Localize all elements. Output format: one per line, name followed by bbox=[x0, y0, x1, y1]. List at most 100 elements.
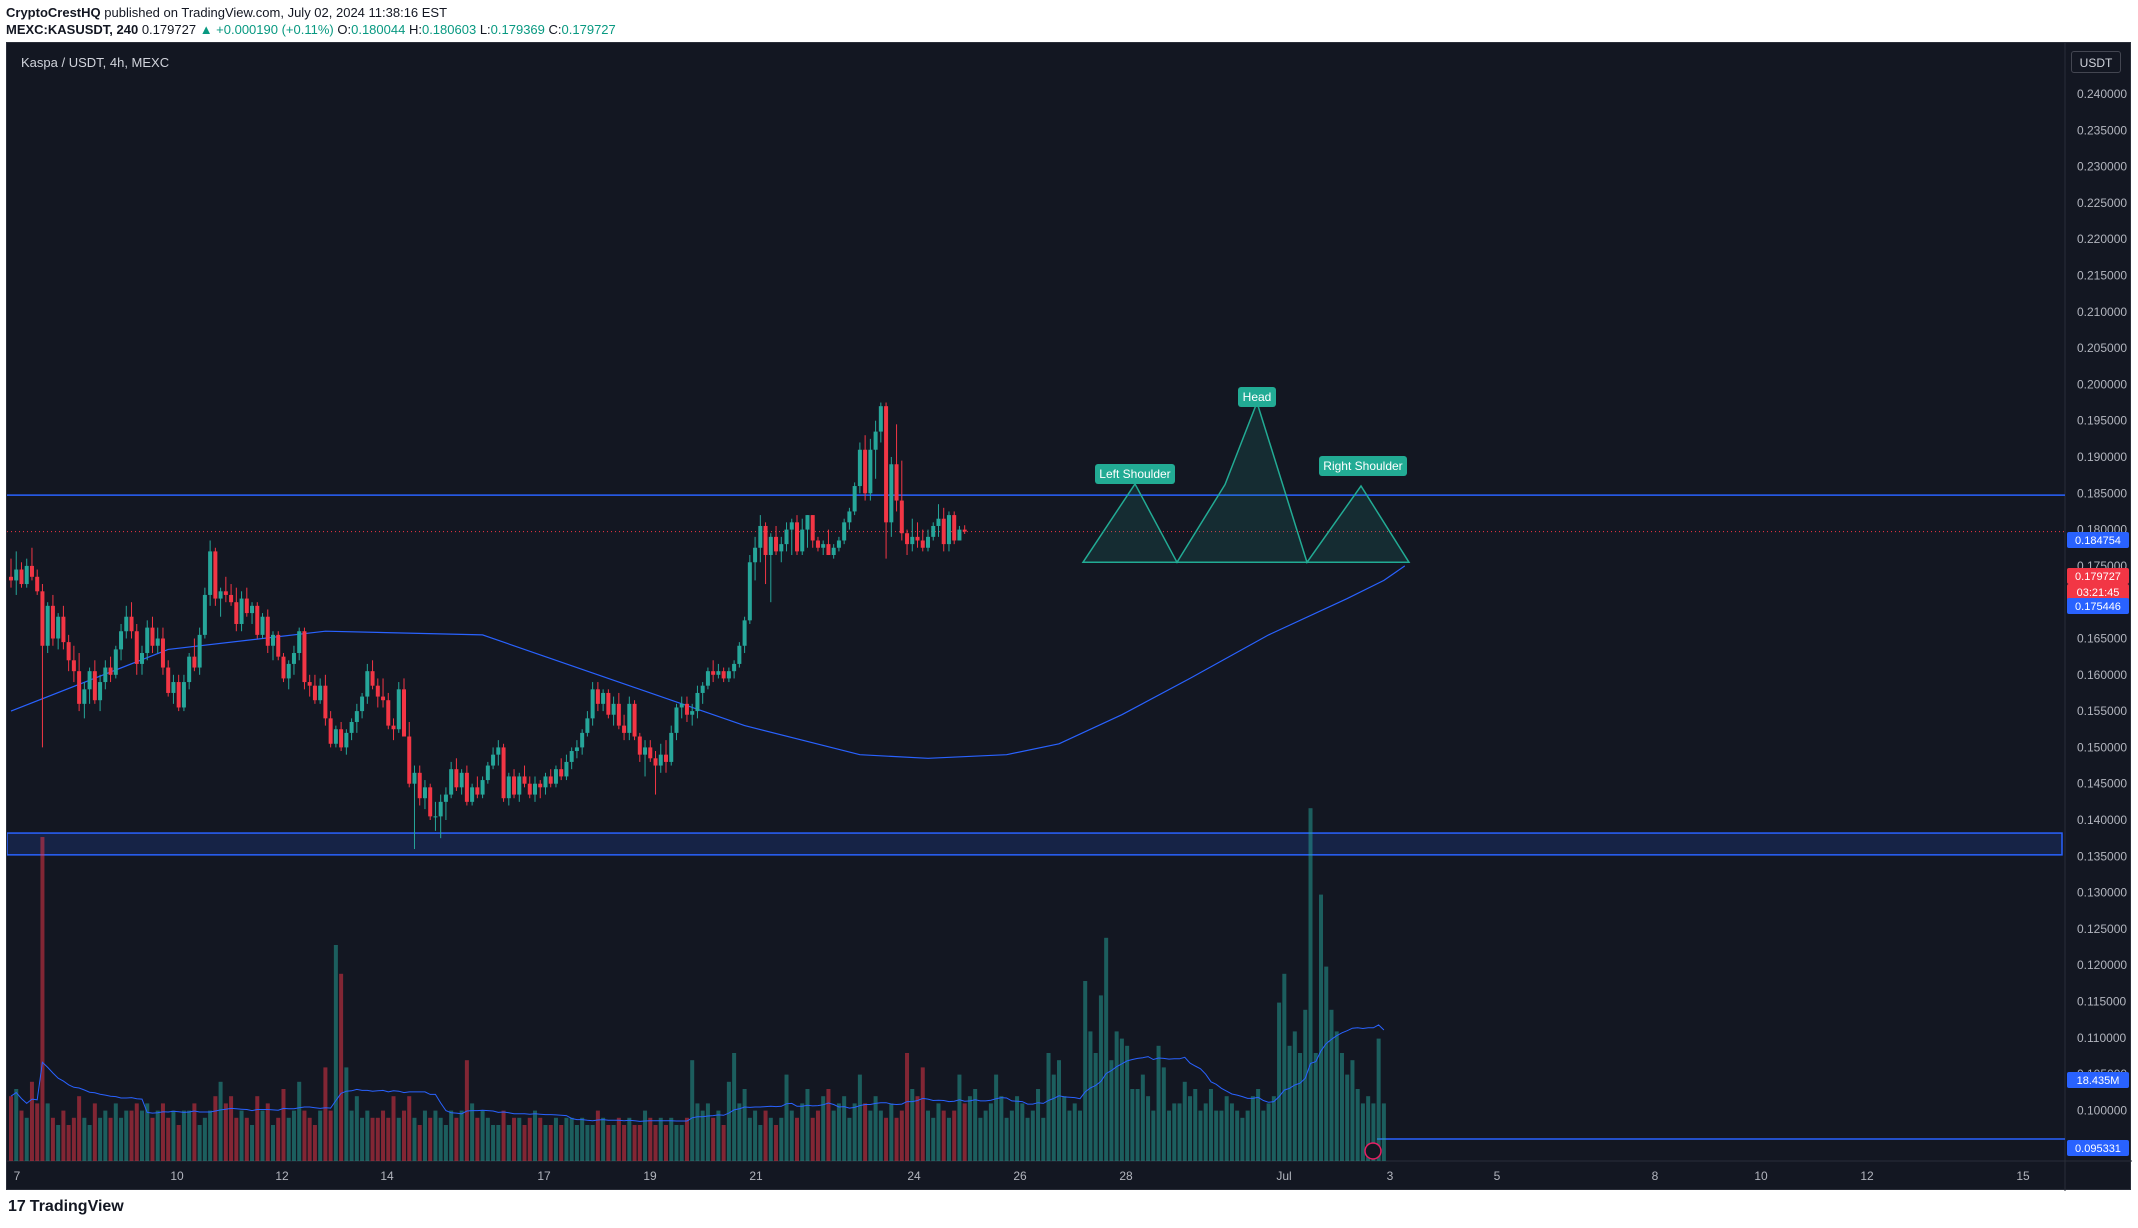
volume-bar bbox=[344, 1067, 349, 1161]
candle-body bbox=[485, 765, 490, 781]
candle-body bbox=[732, 663, 737, 672]
y-tick-label: 0.160000 bbox=[2077, 668, 2127, 682]
volume-bar bbox=[119, 1117, 124, 1161]
candle-body bbox=[187, 656, 192, 683]
volume-bar bbox=[915, 1096, 920, 1161]
x-tick-label: 19 bbox=[643, 1169, 657, 1183]
close-label: C: bbox=[548, 22, 562, 37]
y-tick-label: 0.185000 bbox=[2077, 486, 2127, 500]
price-badge-label: 0.179727 bbox=[2075, 571, 2121, 583]
volume-bar bbox=[946, 1117, 951, 1161]
volume-bar bbox=[753, 1110, 758, 1161]
chart-frame[interactable]: 0.240000 0.235000 0.230000 0.225000 0.220000… bbox=[6, 42, 2132, 1191]
volume-bar bbox=[1009, 1110, 1014, 1161]
volume-bar bbox=[957, 1074, 962, 1161]
volume-bar bbox=[208, 1110, 213, 1161]
volume-bar bbox=[1135, 1089, 1140, 1161]
candle-body bbox=[108, 667, 113, 675]
price-change: ▲ +0.000190 (+0.11%) bbox=[199, 22, 334, 37]
volume-bar bbox=[276, 1117, 281, 1161]
volume-bar bbox=[1313, 1053, 1318, 1161]
volume-bar bbox=[40, 837, 45, 1161]
candle-body bbox=[470, 787, 475, 802]
candle-body bbox=[407, 736, 412, 784]
candle-body bbox=[323, 685, 328, 719]
volume-bar bbox=[905, 1053, 910, 1161]
price-badge bbox=[2067, 532, 2129, 548]
volume-bar bbox=[873, 1096, 878, 1161]
volume-bar bbox=[281, 1089, 286, 1161]
volume-bar bbox=[113, 1103, 118, 1161]
volume-bar bbox=[218, 1081, 223, 1161]
candle-body bbox=[852, 486, 857, 512]
candle-body bbox=[375, 685, 380, 697]
volume-bar bbox=[66, 1125, 71, 1161]
y-tick-label: 0.200000 bbox=[2077, 377, 2127, 391]
alert-icon bbox=[1364, 1142, 1382, 1160]
candle-body bbox=[71, 660, 76, 672]
candle-body bbox=[679, 703, 684, 708]
candle-body bbox=[506, 776, 511, 799]
y-tick-label: 0.100000 bbox=[2077, 1103, 2127, 1117]
candle-body bbox=[543, 776, 548, 788]
volume-bar bbox=[223, 1103, 228, 1161]
tradingview-logo[interactable]: 17 TradingView bbox=[8, 1198, 124, 1216]
volume-bar bbox=[354, 1096, 359, 1161]
volume-bar bbox=[1077, 1110, 1082, 1161]
candle-body bbox=[386, 700, 391, 726]
volume-bar bbox=[197, 1125, 202, 1161]
volume-bar bbox=[810, 1117, 815, 1161]
y-tick-label: 0.145000 bbox=[2077, 777, 2127, 791]
candle-body bbox=[197, 634, 202, 668]
volume-bar bbox=[1287, 1045, 1292, 1161]
volume-bar bbox=[512, 1117, 517, 1161]
volume-bar bbox=[56, 1125, 61, 1161]
candle-body bbox=[648, 747, 653, 759]
volume-bar bbox=[244, 1117, 249, 1161]
volume-bar bbox=[229, 1096, 234, 1161]
chart-title: Kaspa / USDT, 4h, MEXC bbox=[21, 55, 170, 70]
volume-bar bbox=[496, 1125, 501, 1161]
price-chart[interactable]: 0.240000 0.235000 0.230000 0.225000 0.220000… bbox=[7, 43, 2132, 1191]
candle-body bbox=[255, 605, 260, 635]
volume-bar bbox=[302, 1110, 307, 1161]
volume-bar bbox=[653, 1125, 658, 1161]
candle-body bbox=[449, 769, 454, 795]
volume-bar bbox=[1004, 1117, 1009, 1161]
x-tick-label: 14 bbox=[380, 1169, 394, 1183]
candle-body bbox=[606, 692, 611, 715]
candle-body bbox=[103, 667, 108, 683]
volume-bar bbox=[454, 1117, 459, 1161]
price-badge-label: 0.175446 bbox=[2075, 601, 2121, 613]
volume-bar bbox=[1188, 1096, 1192, 1161]
volume-bar bbox=[973, 1089, 978, 1161]
candle-body bbox=[763, 525, 768, 556]
support-zone bbox=[7, 832, 2063, 856]
volume-bar bbox=[1177, 1103, 1182, 1161]
candle-body bbox=[9, 576, 13, 581]
volume-bar bbox=[98, 1117, 103, 1161]
currency-unit-button[interactable]: USDT bbox=[2071, 51, 2121, 73]
volume-bar bbox=[842, 1096, 847, 1161]
x-tick-label: 3 bbox=[1387, 1169, 1394, 1183]
candle-body bbox=[480, 780, 485, 795]
author-name[interactable]: CryptoCrestHQ bbox=[6, 5, 101, 20]
volume-bar bbox=[1277, 1002, 1282, 1161]
volume-bar bbox=[1083, 981, 1088, 1161]
volume-bar bbox=[569, 1117, 574, 1161]
candle-body bbox=[842, 522, 847, 541]
volume-bar bbox=[737, 1103, 742, 1161]
candle-body bbox=[946, 515, 951, 545]
price-badge-label: 0.184754 bbox=[2075, 535, 2121, 547]
y-tick-label: 0.210000 bbox=[2077, 305, 2127, 319]
candle-body bbox=[931, 525, 936, 537]
volume-bar bbox=[402, 1110, 406, 1161]
candle-body bbox=[250, 605, 255, 614]
candle-body bbox=[50, 605, 55, 639]
volume-bar bbox=[124, 1110, 129, 1161]
candle-body bbox=[616, 703, 621, 726]
volume-bar bbox=[103, 1110, 108, 1161]
volume-bar bbox=[438, 1117, 443, 1161]
pattern-label-box bbox=[1319, 456, 1407, 476]
low-label: L: bbox=[479, 22, 491, 37]
